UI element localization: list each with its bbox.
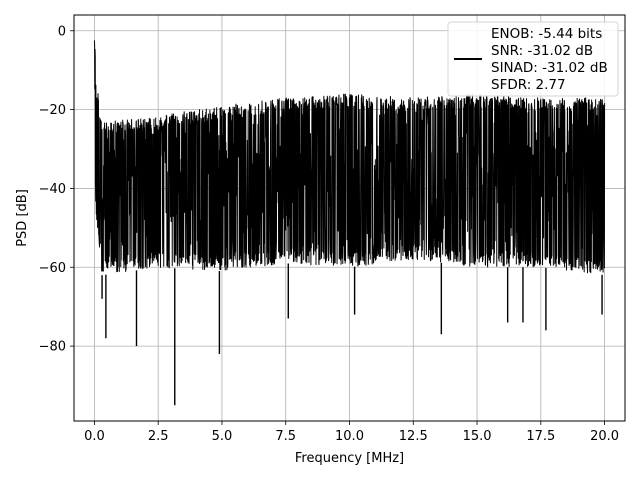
legend-entry-enob: ENOB: -5.44 bits [491, 26, 602, 42]
x-tick-label: 2.5 [148, 429, 169, 444]
y-axis-ticks: 0 −20 −40 −60 −80 [39, 24, 74, 355]
x-tick-label: 15.0 [463, 429, 492, 444]
y-tick-label: −60 [39, 261, 66, 276]
x-axis-ticks: 0.0 2.5 5.0 7.5 10.0 12.5 15.0 17.5 20.0 [84, 421, 619, 444]
legend-box [447, 21, 619, 97]
y-axis-label: PSD [dB] [15, 189, 30, 247]
psd-trace [93, 40, 606, 274]
psd-series [93, 40, 606, 406]
x-tick-label: 20.0 [590, 429, 619, 444]
y-tick-label: −40 [39, 182, 66, 197]
legend-entry-sfdr: SFDR: 2.77 [491, 77, 566, 93]
y-tick-label: 0 [58, 24, 66, 39]
x-tick-label: 5.0 [212, 429, 233, 444]
x-tick-label: 0.0 [84, 429, 105, 444]
x-tick-label: 12.5 [399, 429, 428, 444]
y-tick-label: −80 [39, 340, 66, 355]
x-axis-label: Frequency [MHz] [295, 451, 404, 466]
x-tick-label: 10.0 [335, 429, 364, 444]
legend-entry-sinad: SINAD: -31.02 dB [491, 60, 608, 76]
y-tick-label: −20 [39, 103, 66, 118]
x-tick-label: 17.5 [526, 429, 555, 444]
x-tick-label: 7.5 [275, 429, 296, 444]
legend-entry-snr: SNR: -31.02 dB [491, 43, 593, 59]
legend: ENOB: -5.44 bits SNR: -31.02 dB SINAD: -… [447, 21, 619, 97]
